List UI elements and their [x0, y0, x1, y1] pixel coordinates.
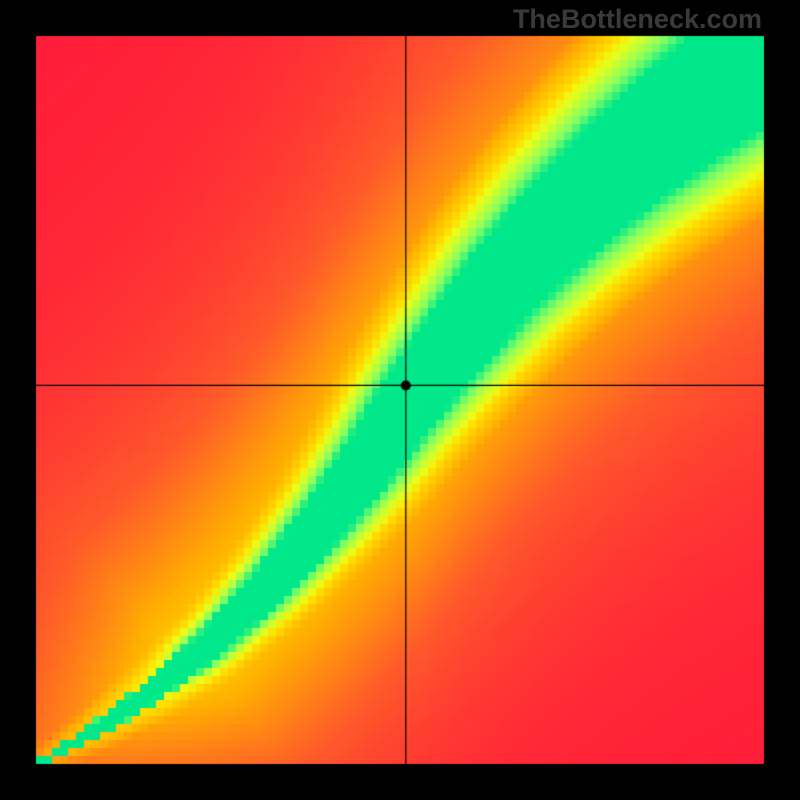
watermark-text: TheBottleneck.com — [513, 4, 762, 35]
bottleneck-heatmap — [0, 0, 800, 800]
